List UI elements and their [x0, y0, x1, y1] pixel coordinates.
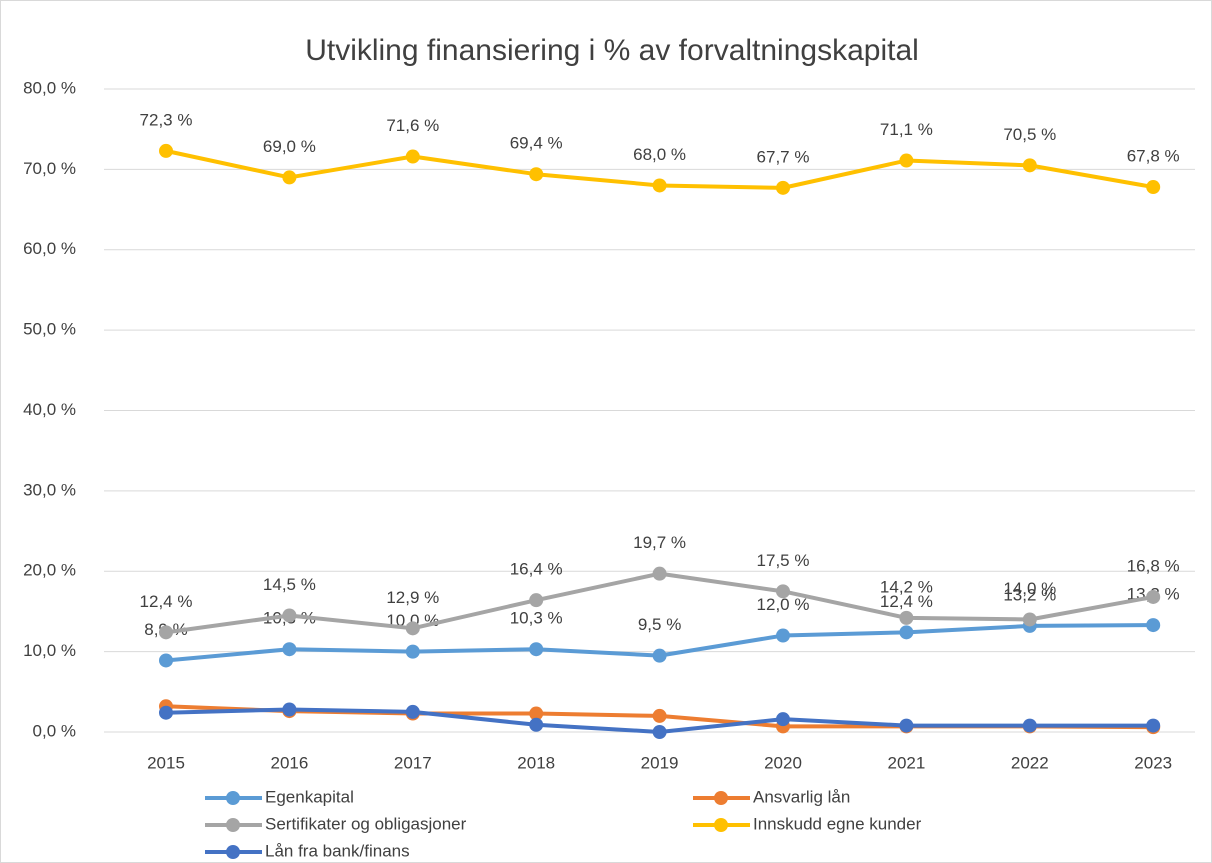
data-point — [405, 704, 420, 719]
y-tick-label: 60,0 % — [23, 239, 76, 258]
x-tick-label: 2022 — [1011, 753, 1049, 772]
data-label: 67,7 % — [757, 147, 810, 166]
data-point — [1146, 180, 1161, 195]
data-point — [652, 708, 667, 723]
data-point — [529, 717, 544, 732]
legend-marker — [714, 818, 728, 832]
x-tick-label: 2021 — [887, 753, 925, 772]
y-tick-label: 50,0 % — [23, 320, 76, 339]
data-point — [529, 593, 544, 608]
x-tick-label: 2018 — [517, 753, 555, 772]
data-label: 14,5 % — [263, 575, 316, 594]
data-point — [776, 712, 790, 727]
data-label: 12,9 % — [386, 588, 439, 607]
data-point — [899, 610, 914, 625]
y-tick-label: 30,0 % — [23, 480, 76, 499]
data-label: 71,1 % — [880, 120, 933, 139]
data-point — [776, 628, 790, 643]
data-point — [652, 725, 667, 739]
y-tick-label: 70,0 % — [23, 159, 76, 178]
data-point — [1022, 718, 1037, 733]
data-label: 12,0 % — [757, 595, 810, 614]
legend-marker — [226, 791, 240, 805]
data-label: 13,2 % — [1003, 585, 1056, 604]
data-point — [1146, 718, 1161, 733]
data-point — [405, 621, 420, 636]
data-label: 72,3 % — [140, 110, 193, 129]
legend-label: Ansvarlig lån — [753, 787, 850, 806]
data-label: 14,0 % — [1003, 579, 1056, 598]
data-label: 9,5 % — [638, 615, 681, 634]
data-point — [159, 143, 173, 158]
data-label: 70,5 % — [1003, 125, 1056, 144]
y-tick-label: 40,0 % — [23, 400, 76, 419]
data-point — [282, 702, 297, 717]
x-tick-label: 2017 — [394, 753, 432, 772]
legend-label: Egenkapital — [265, 787, 354, 806]
legend-marker — [226, 845, 240, 859]
x-tick-label: 2020 — [764, 753, 802, 772]
x-tick-label: 2015 — [147, 753, 185, 772]
data-point — [652, 178, 667, 193]
data-point — [529, 642, 544, 657]
data-label: 16,8 % — [1127, 556, 1180, 575]
data-point — [159, 625, 173, 640]
data-label: 67,8 % — [1127, 147, 1180, 166]
data-point — [405, 149, 420, 164]
x-tick-label: 2023 — [1134, 753, 1172, 772]
data-label: 12,4 % — [140, 592, 193, 611]
data-point — [652, 566, 667, 581]
x-tick-label: 2019 — [641, 753, 679, 772]
y-tick-label: 80,0 % — [23, 78, 76, 97]
legend-marker — [226, 818, 240, 832]
legend-label: Lån fra bank/finans — [265, 841, 410, 860]
data-point — [899, 625, 914, 640]
data-label: 14,2 % — [880, 577, 933, 596]
data-point — [776, 180, 790, 195]
chart-title: Utvikling finansiering i % av forvaltnin… — [305, 34, 919, 67]
y-tick-label: 10,0 % — [23, 641, 76, 660]
data-point — [282, 608, 297, 623]
data-label: 69,4 % — [510, 134, 563, 153]
data-label: 17,5 % — [757, 551, 810, 570]
data-label: 12,4 % — [880, 592, 933, 611]
data-label: 19,7 % — [633, 533, 686, 552]
data-point — [159, 705, 173, 720]
data-point — [1022, 158, 1037, 173]
data-point — [282, 642, 297, 657]
data-label: 68,0 % — [633, 145, 686, 164]
data-point — [1146, 589, 1161, 604]
data-label: 16,4 % — [510, 560, 563, 579]
y-tick-label: 20,0 % — [23, 561, 76, 580]
data-point — [529, 167, 544, 182]
data-point — [405, 644, 420, 659]
y-tick-label: 0,0 % — [33, 721, 76, 740]
data-point — [652, 648, 667, 663]
legend-marker — [714, 791, 728, 805]
x-tick-label: 2016 — [270, 753, 308, 772]
data-point — [529, 706, 544, 721]
data-point — [776, 584, 790, 599]
legend-label: Sertifikater og obligasjoner — [265, 814, 467, 833]
data-point — [899, 153, 914, 168]
data-label: 69,0 % — [263, 137, 316, 156]
data-point — [159, 653, 173, 668]
data-label: 71,6 % — [386, 116, 439, 135]
data-point — [1146, 618, 1161, 633]
legend-label: Innskudd egne kunder — [753, 814, 922, 833]
data-point — [1022, 612, 1037, 627]
data-label: 10,3 % — [510, 609, 563, 628]
data-point — [282, 170, 297, 185]
data-point — [899, 718, 914, 733]
